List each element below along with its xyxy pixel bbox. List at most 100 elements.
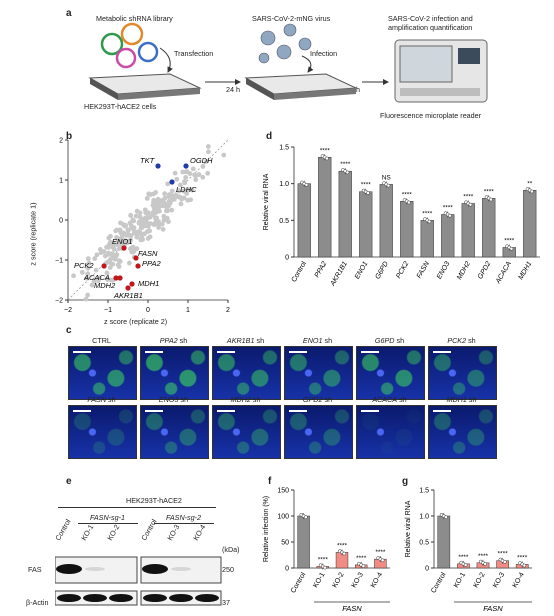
library-label: Metabolic shRNA library <box>96 14 173 23</box>
screen-point <box>206 149 211 155</box>
panel-a-schematic <box>88 22 488 103</box>
y-tick-label: 1.5 <box>419 488 429 495</box>
micrograph-label: ENO3 sh <box>158 395 189 404</box>
bar <box>359 191 373 258</box>
screen-point <box>94 252 100 258</box>
lane-label: KO-2 <box>105 522 122 542</box>
micrograph-image <box>140 405 209 459</box>
significance-label: **** <box>463 193 474 200</box>
screen-point <box>139 232 145 238</box>
significance-label: **** <box>422 210 433 217</box>
infection-label: Infection <box>310 49 338 58</box>
bar <box>338 170 352 258</box>
screen-point <box>131 218 137 224</box>
replicate-point <box>342 551 347 556</box>
screen-point <box>128 212 134 218</box>
hit-point-up <box>183 163 189 169</box>
panel-a-label: a <box>66 8 72 19</box>
replicate-point <box>427 219 432 224</box>
screen-point <box>134 232 140 238</box>
screen-point <box>137 214 143 220</box>
y-tick-label: 2 <box>59 138 63 145</box>
replicate-point <box>304 183 309 187</box>
cellline-underline <box>58 507 216 508</box>
hit-point-down <box>101 263 107 269</box>
gene-label: AKR1B1 <box>113 291 143 300</box>
actin-label: β-Actin <box>26 598 49 607</box>
micrograph-label: AKR1B1 sh <box>226 336 265 345</box>
category-label: GPD2 <box>477 260 493 280</box>
micrograph-image <box>284 405 353 459</box>
quant-line1: SARS-CoV-2 infection and <box>388 14 473 23</box>
lane-label: KO-3 <box>165 522 182 542</box>
y-tick-label: 1 <box>59 178 63 185</box>
group-label: FASN <box>342 604 362 613</box>
screen-point <box>113 228 119 234</box>
category-label: FASN <box>416 260 432 280</box>
replicate-point <box>386 183 391 188</box>
screen-point <box>178 201 184 207</box>
significance-label: ** <box>527 180 533 187</box>
group-label: FASN <box>483 604 503 613</box>
category-label: PCK2 <box>395 260 410 279</box>
significance-label: **** <box>361 182 372 189</box>
category-label: KO-4 <box>512 571 526 589</box>
micrograph-label: PCK2 sh <box>447 336 476 345</box>
screen-point <box>155 196 161 202</box>
screen-point <box>183 169 189 175</box>
scale-bar <box>289 351 307 353</box>
scale-bar <box>289 410 307 412</box>
cell-plate-icon <box>88 73 202 100</box>
replicate-point <box>407 200 411 205</box>
plasmid-icon <box>100 22 159 69</box>
lane-label: Control <box>53 517 73 542</box>
hit-point-down <box>135 263 141 269</box>
micrograph-image <box>140 346 209 400</box>
panel-g-barchart: 1.5 1.0 0.5 0 Relative viral RNA Control **** K… <box>405 488 532 613</box>
replicate-point <box>502 560 507 564</box>
screen-point <box>145 210 151 216</box>
significance-label: **** <box>458 554 469 561</box>
fas-label: FAS <box>28 565 42 574</box>
micrograph-label: FASN sh <box>87 395 116 404</box>
screen-point <box>177 182 183 188</box>
bar <box>420 220 434 258</box>
micrograph-image <box>68 405 137 459</box>
screen-point <box>144 229 150 235</box>
screen-point <box>125 227 131 233</box>
screen-point <box>185 197 191 203</box>
fas-band-control-1 <box>56 564 82 574</box>
hit-point-down <box>129 281 135 287</box>
screen-point <box>107 265 113 270</box>
significance-label: **** <box>402 191 413 198</box>
screen-point <box>138 220 144 226</box>
micrograph-label: ACACA sh <box>372 395 407 404</box>
category-label: KO-3 <box>351 571 365 589</box>
micrograph-image <box>428 405 497 459</box>
hit-point-down <box>121 245 127 251</box>
category-label: KO-1 <box>312 571 326 589</box>
screen-point <box>109 251 115 257</box>
microplate-reader-icon <box>394 39 488 103</box>
screen-point <box>205 144 211 149</box>
scale-bar <box>145 410 163 412</box>
screen-point <box>85 265 91 271</box>
actin-bands <box>57 594 219 602</box>
gene-label: OGDH <box>190 156 213 165</box>
screen-point <box>165 181 171 187</box>
y-tick-label: 0 <box>425 566 429 573</box>
hit-point-down <box>133 255 139 261</box>
screen-point <box>79 269 85 275</box>
category-label: AKR1B1 <box>329 260 349 288</box>
screen-point <box>164 215 170 221</box>
significance-label: **** <box>337 542 348 549</box>
replicate-point <box>489 197 493 202</box>
screen-point <box>169 207 175 213</box>
quant-line2: amplification quantification <box>388 23 473 32</box>
screen-point <box>161 218 167 223</box>
micrograph-label: ENO1 sh <box>302 336 333 345</box>
virus-icon <box>258 23 312 64</box>
x-tick-label: 2 <box>226 307 230 314</box>
panel-b-label: b <box>66 131 73 142</box>
screen-point <box>169 197 175 203</box>
